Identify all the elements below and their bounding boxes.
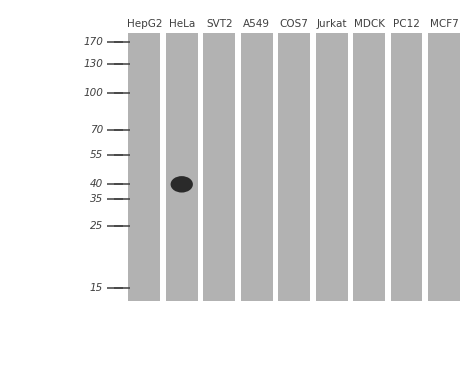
Text: 35: 35	[90, 194, 103, 204]
Text: SVT2: SVT2	[206, 19, 232, 29]
Text: A549: A549	[243, 19, 270, 29]
Text: MDCK: MDCK	[353, 19, 385, 29]
Text: HeLa: HeLa	[169, 19, 195, 29]
Text: 130: 130	[83, 59, 103, 69]
Text: 55: 55	[90, 150, 103, 160]
FancyBboxPatch shape	[353, 33, 385, 301]
Text: COS7: COS7	[279, 19, 309, 29]
Text: Jurkat: Jurkat	[316, 19, 347, 29]
FancyBboxPatch shape	[278, 33, 310, 301]
Ellipse shape	[171, 176, 193, 193]
Text: 100: 100	[83, 88, 103, 98]
FancyBboxPatch shape	[391, 33, 422, 301]
FancyBboxPatch shape	[316, 33, 347, 301]
Text: 70: 70	[90, 124, 103, 135]
FancyBboxPatch shape	[203, 33, 235, 301]
Text: MCF7: MCF7	[430, 19, 458, 29]
Text: HepG2: HepG2	[126, 19, 162, 29]
FancyBboxPatch shape	[166, 33, 198, 301]
FancyBboxPatch shape	[128, 33, 160, 301]
Text: PC12: PC12	[393, 19, 420, 29]
Text: 15: 15	[90, 283, 103, 293]
Text: 170: 170	[83, 37, 103, 47]
FancyBboxPatch shape	[241, 33, 272, 301]
Text: 25: 25	[90, 221, 103, 231]
FancyBboxPatch shape	[428, 33, 460, 301]
Text: 40: 40	[90, 179, 103, 189]
